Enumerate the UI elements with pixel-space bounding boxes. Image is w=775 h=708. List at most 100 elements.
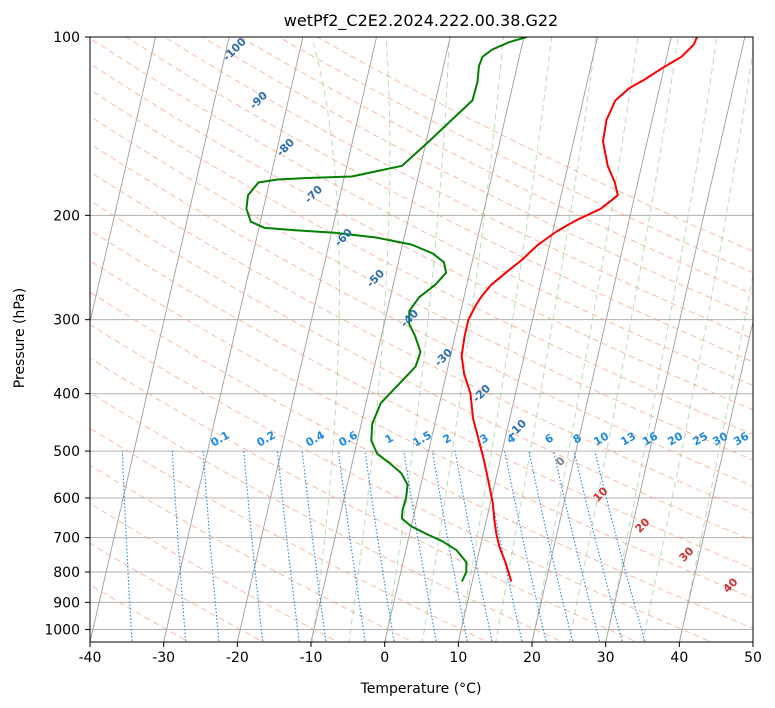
dry-adiabat [90, 115, 753, 461]
y-tick-label: 900 [53, 595, 80, 611]
mixing-ratio-label: 36 [731, 429, 751, 448]
mixing-ratio-line [337, 451, 366, 642]
y-tick-label: 400 [53, 387, 80, 403]
dry-adiabat [90, 171, 753, 514]
moist-adiabat [385, 37, 450, 642]
mixing-ratio-line [528, 450, 574, 642]
mixing-ratio-line [403, 451, 437, 642]
profile-series [245, 37, 528, 582]
dry-adiabat [125, 37, 753, 363]
mixing-ratio-line [202, 451, 220, 642]
mixing-ratio-label: 0.6 [337, 428, 361, 449]
x-tick-label: 40 [670, 650, 688, 666]
dry-adiabat [90, 502, 340, 642]
chart-title: wetPf2_C2E2.2024.222.00.38.G22 [284, 11, 558, 31]
mixing-ratio-line [573, 450, 623, 642]
y-tick-label: 700 [53, 531, 80, 547]
dry-adiabat [90, 542, 265, 642]
mixing-ratio-line [553, 450, 601, 642]
mixing-ratio-label: 8 [571, 431, 584, 446]
x-axis-ticks: -40 -30 -20 -10 0 10 20 30 40 50 [79, 642, 762, 666]
isotherm-line [310, 37, 451, 642]
moist-adiabat [495, 37, 597, 642]
isotherm-line [457, 37, 598, 642]
y-tick-label: 800 [53, 565, 80, 581]
y-axis-label: Pressure (hPa) [12, 288, 28, 388]
mixing-ratio-line [301, 451, 327, 642]
mixing-ratio-line [243, 451, 264, 642]
mixing-ratio-label: 13 [618, 430, 638, 449]
mixing-ratio-label: 0.2 [255, 428, 278, 449]
isotherm-line [90, 37, 230, 642]
dry-adiabat [239, 37, 753, 295]
moist-adiabat-label: 30 [677, 544, 697, 564]
dry-adiabat [90, 229, 753, 570]
x-tick-label: -40 [79, 650, 102, 666]
isotherm-line [678, 319, 753, 642]
mixing-ratio-line [171, 451, 187, 642]
mixing-ratio-label: 10 [591, 429, 611, 448]
dry-adiabat [90, 427, 489, 642]
y-tick-label: 600 [53, 491, 80, 507]
mixing-ratio-line [76, 451, 82, 644]
dry-adiabat [90, 89, 753, 436]
y-tick-label: 1000 [44, 622, 80, 638]
dry-adiabat [201, 37, 753, 317]
dry-adiabat [90, 464, 415, 642]
moist-adiabat [311, 37, 340, 642]
moist-adiabat-label: 40 [721, 575, 741, 595]
x-tick-label: 0 [380, 650, 389, 666]
mixing-ratio-line [276, 451, 300, 642]
background-lines [76, 37, 753, 644]
dry-adiabat [90, 200, 753, 542]
mixing-ratio-label: 6 [543, 431, 556, 446]
dry-adiabat-label: -90 [247, 89, 270, 112]
isotherm-line [236, 37, 377, 642]
profile-series [460, 37, 698, 582]
moist-adiabat [348, 37, 391, 642]
isotherm-line [531, 37, 672, 642]
mixing-ratio-line [454, 451, 493, 642]
dry-adiabat [90, 37, 753, 387]
mixing-ratio-line [431, 451, 469, 642]
x-tick-label: 50 [744, 650, 762, 666]
dry-adiabat [90, 357, 639, 642]
dry-adiabat [163, 37, 753, 340]
dry-adiabat [90, 584, 190, 642]
isotherm-line [752, 639, 753, 642]
mixing-ratio-label: 2 [441, 431, 454, 446]
dry-adiabat-label: -70 [302, 183, 325, 206]
mixing-ratio-label: 16 [640, 429, 660, 448]
isotherm-line [163, 37, 304, 642]
mixing-ratio-line [594, 450, 646, 642]
mixing-ratio-label: 1.5 [411, 428, 434, 449]
x-tick-label: 20 [523, 650, 541, 666]
isotherm-line [605, 37, 746, 642]
dry-adiabat [90, 291, 753, 629]
mixing-ratio-label: 0.4 [304, 428, 328, 449]
y-tick-label: 200 [53, 208, 80, 224]
isotherm-line [90, 37, 156, 324]
x-axis-label: Temperature (°C) [360, 681, 482, 697]
dry-adiabat-label: -80 [274, 136, 297, 159]
dry-adiabat-label: -40 [398, 307, 421, 330]
dry-adiabat [90, 260, 753, 599]
x-tick-label: 10 [449, 650, 467, 666]
mixing-ratio-label: 25 [690, 430, 710, 449]
y-tick-label: 500 [53, 444, 80, 460]
moist-adiabat [568, 37, 679, 642]
dry-adiabat-label: -20 [470, 382, 493, 405]
mixing-ratio-line [364, 451, 395, 642]
x-tick-label: -30 [152, 650, 175, 666]
profile-lines [245, 37, 698, 582]
moist-adiabat [679, 272, 753, 642]
mixing-ratio-label: 1 [383, 431, 396, 446]
x-tick-label: 30 [597, 650, 615, 666]
y-tick-label: 300 [53, 313, 80, 329]
dry-adiabat [90, 63, 753, 411]
moist-adiabat [605, 37, 718, 642]
mixing-ratio-line [504, 450, 547, 642]
dry-adiabat-label: -60 [332, 226, 355, 249]
y-axis-ticks: 100 200 300 400 500 600 700 800 900 1000 [44, 30, 90, 638]
